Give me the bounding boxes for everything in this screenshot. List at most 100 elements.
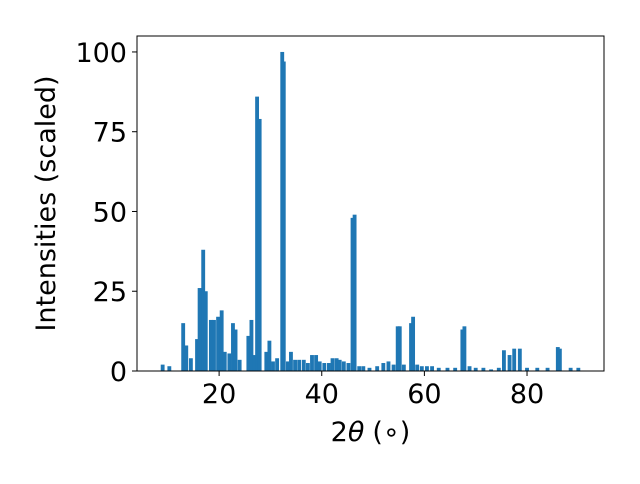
bar bbox=[411, 316, 416, 371]
bar bbox=[184, 345, 189, 371]
bar bbox=[305, 363, 310, 371]
bar bbox=[367, 367, 372, 371]
bar bbox=[507, 355, 512, 371]
bar bbox=[517, 348, 522, 371]
bar bbox=[227, 353, 232, 371]
bar bbox=[310, 355, 314, 371]
y-tick-label: 25 bbox=[93, 277, 127, 308]
x-ticks: 20 40 60 80 bbox=[202, 371, 544, 410]
bar bbox=[462, 326, 467, 371]
bar bbox=[525, 367, 529, 371]
plot-frame bbox=[136, 35, 605, 372]
bar bbox=[502, 350, 506, 371]
x-axis-label-unit: (∘) bbox=[372, 417, 410, 448]
x-axis-label-theta: θ bbox=[348, 417, 365, 448]
y-tick-label: 100 bbox=[75, 38, 127, 69]
bar bbox=[195, 339, 199, 371]
bar bbox=[322, 363, 327, 371]
bar bbox=[415, 364, 420, 371]
bar bbox=[557, 348, 562, 371]
bar bbox=[436, 367, 441, 371]
bar bbox=[249, 319, 254, 371]
bar bbox=[208, 319, 213, 371]
bar bbox=[545, 367, 550, 371]
bar bbox=[381, 363, 386, 371]
bar bbox=[301, 359, 306, 371]
bar bbox=[252, 355, 256, 371]
bar bbox=[267, 340, 272, 371]
x-axis-label: 2θ (∘) bbox=[331, 417, 411, 448]
bar bbox=[334, 358, 339, 371]
bar bbox=[419, 366, 424, 371]
bar bbox=[257, 118, 262, 371]
bar bbox=[425, 366, 429, 371]
bar bbox=[327, 363, 331, 371]
bar bbox=[391, 364, 396, 371]
bar bbox=[330, 358, 335, 371]
bar bbox=[352, 214, 357, 371]
bar bbox=[350, 217, 355, 371]
bar bbox=[275, 358, 280, 371]
y-tick-label: 50 bbox=[93, 197, 127, 228]
bar bbox=[346, 363, 351, 371]
bar bbox=[293, 359, 297, 371]
bar bbox=[453, 367, 458, 371]
bar bbox=[341, 361, 346, 371]
bar bbox=[386, 361, 391, 371]
bar bbox=[314, 355, 319, 371]
bar bbox=[409, 323, 413, 371]
bar bbox=[203, 291, 208, 371]
bars-group bbox=[160, 51, 581, 372]
bar bbox=[467, 366, 472, 371]
bar bbox=[285, 361, 290, 371]
bar bbox=[281, 61, 286, 372]
bar bbox=[496, 367, 501, 371]
bar bbox=[445, 367, 450, 371]
y-tick-label: 0 bbox=[110, 357, 127, 388]
bar bbox=[297, 359, 302, 371]
bar bbox=[473, 367, 478, 371]
bar bbox=[317, 361, 322, 371]
bar bbox=[212, 319, 216, 371]
bar bbox=[201, 249, 206, 371]
bar bbox=[512, 348, 517, 371]
bar bbox=[167, 366, 172, 371]
bar bbox=[188, 358, 193, 371]
bar bbox=[375, 366, 380, 371]
bar bbox=[160, 364, 165, 371]
bar bbox=[401, 364, 406, 371]
x-tick-label: 20 bbox=[202, 379, 236, 410]
bar bbox=[337, 359, 342, 371]
bar bbox=[271, 361, 275, 371]
bar bbox=[460, 329, 465, 371]
bar bbox=[231, 323, 235, 371]
x-tick-label: 60 bbox=[407, 379, 441, 410]
bar bbox=[197, 288, 202, 371]
bar bbox=[237, 359, 242, 371]
bar bbox=[535, 367, 540, 371]
x-axis-label-prefix: 2 bbox=[331, 417, 348, 448]
bar bbox=[289, 351, 293, 371]
bar bbox=[361, 366, 366, 371]
bar bbox=[246, 335, 251, 371]
bar bbox=[357, 366, 362, 371]
bar bbox=[264, 351, 269, 371]
bar bbox=[219, 310, 224, 371]
bar bbox=[181, 323, 186, 371]
y-ticks: 0 25 50 75 100 bbox=[75, 38, 137, 388]
bar bbox=[216, 316, 221, 371]
bar bbox=[222, 351, 227, 371]
bar bbox=[489, 369, 494, 371]
bar bbox=[430, 366, 435, 371]
bar bbox=[481, 367, 486, 371]
bar bbox=[233, 329, 238, 371]
bar bbox=[568, 367, 573, 371]
y-tick-label: 75 bbox=[93, 118, 127, 149]
x-tick-label: 40 bbox=[305, 379, 339, 410]
bar bbox=[255, 96, 260, 372]
bar bbox=[397, 326, 402, 371]
bar bbox=[576, 367, 581, 371]
y-axis-label: Intensities (scaled) bbox=[31, 75, 62, 331]
